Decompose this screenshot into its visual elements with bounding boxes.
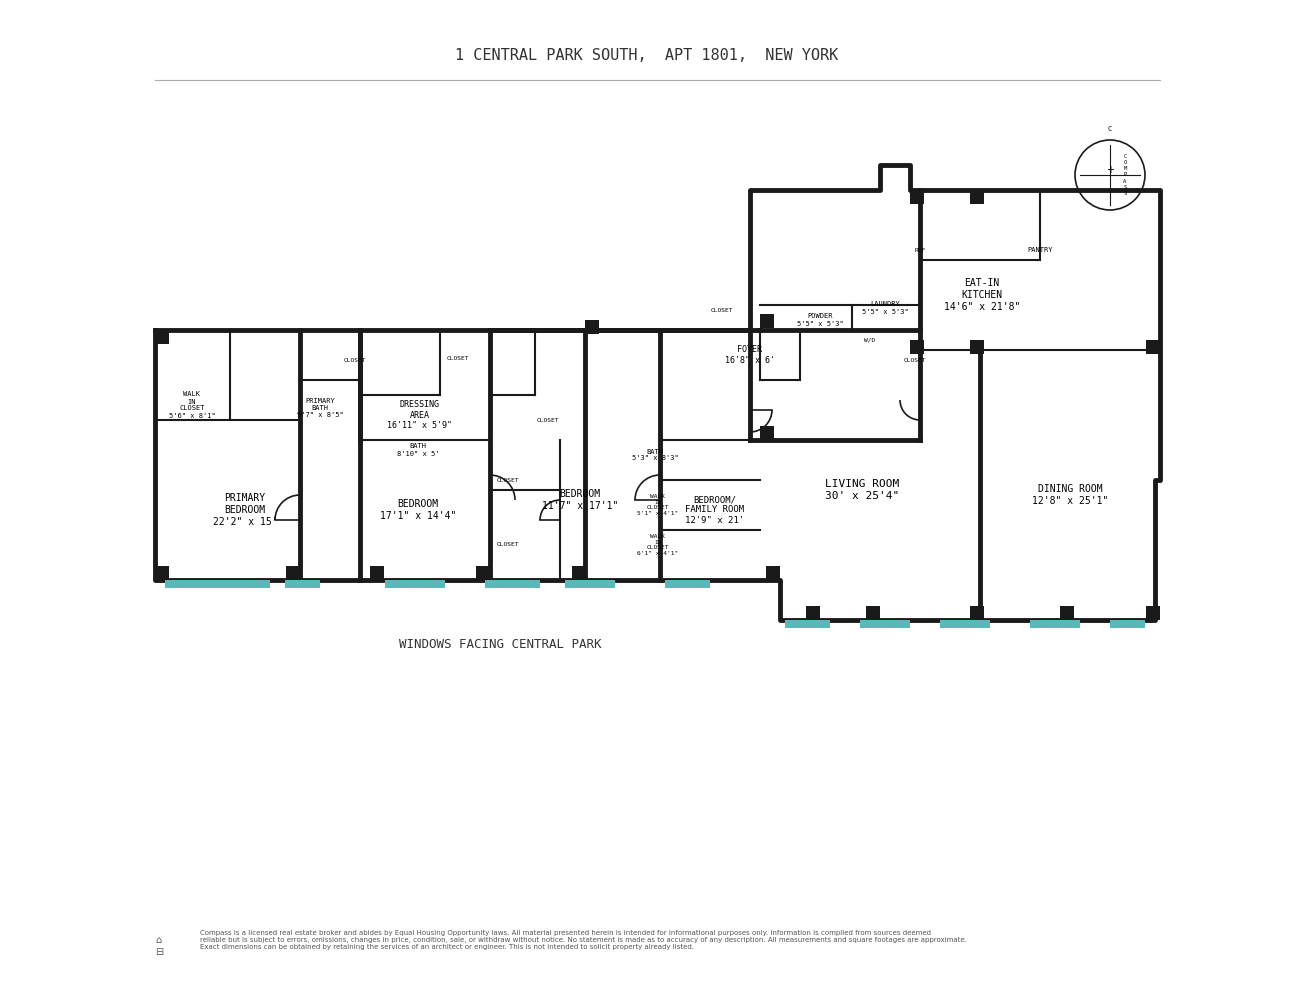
Text: C
O
M
P
A
S
S: C O M P A S S — [1123, 154, 1127, 196]
Bar — [166, 580, 239, 588]
Bar — [572, 566, 586, 580]
Text: BATH
5'3" x 8'3": BATH 5'3" x 8'3" — [631, 448, 678, 462]
Text: WALK
IN
CLOSET
5'6" x 8'1": WALK IN CLOSET 5'6" x 8'1" — [168, 391, 215, 418]
Bar — [155, 330, 170, 344]
Text: POWDER
5'5" x 5'3": POWDER 5'5" x 5'3" — [797, 314, 844, 326]
Text: BEDROOM/
FAMILY ROOM
12'9" x 21': BEDROOM/ FAMILY ROOM 12'9" x 21' — [686, 495, 744, 525]
Bar — [665, 580, 710, 588]
Bar — [939, 620, 990, 628]
Text: W/D: W/D — [864, 338, 876, 342]
Text: BEDROOM
11'7" x 17'1": BEDROOM 11'7" x 17'1" — [542, 489, 619, 511]
Text: BEDROOM
17'1" x 14'4": BEDROOM 17'1" x 14'4" — [380, 499, 457, 521]
Bar — [565, 580, 615, 588]
Text: ⌂
⊟: ⌂ ⊟ — [155, 935, 163, 957]
Text: WINDOWS FACING CENTRAL PARK: WINDOWS FACING CENTRAL PARK — [399, 639, 602, 652]
Bar — [806, 606, 820, 620]
Bar — [386, 580, 445, 588]
Bar — [1110, 620, 1145, 628]
Bar — [485, 580, 540, 588]
Bar — [1060, 606, 1074, 620]
Bar — [760, 314, 774, 328]
Text: CLOSET: CLOSET — [497, 478, 519, 483]
Bar — [370, 566, 384, 580]
Bar — [785, 620, 829, 628]
Bar — [910, 190, 924, 204]
Bar — [861, 620, 910, 628]
Text: +: + — [1106, 165, 1114, 175]
Bar — [1146, 606, 1159, 620]
Bar — [760, 426, 774, 440]
Text: FOYER
16'8" x 6': FOYER 16'8" x 6' — [725, 345, 775, 365]
Bar — [1146, 340, 1159, 354]
Bar — [970, 340, 983, 354]
Text: WALK
IN
CLOSET
5'1" x 4'1": WALK IN CLOSET 5'1" x 4'1" — [638, 494, 678, 516]
Bar — [766, 566, 780, 580]
Text: CLOSET: CLOSET — [537, 418, 559, 422]
Text: BATH
8'10" x 5': BATH 8'10" x 5' — [397, 444, 439, 456]
Text: 1 CENTRAL PARK SOUTH,  APT 1801,  NEW YORK: 1 CENTRAL PARK SOUTH, APT 1801, NEW YORK — [455, 47, 839, 62]
Text: LIVING ROOM
30' x 25'4": LIVING ROOM 30' x 25'4" — [824, 479, 899, 501]
Text: DINING ROOM
12'8" x 25'1": DINING ROOM 12'8" x 25'1" — [1031, 484, 1108, 506]
Text: CLOSET: CLOSET — [344, 358, 366, 362]
Bar — [476, 566, 490, 580]
Text: REF: REF — [915, 247, 925, 252]
Bar — [155, 566, 170, 580]
Bar — [285, 580, 320, 588]
Text: C: C — [1108, 126, 1112, 132]
Text: EAT-IN
KITCHEN
14'6" x 21'8": EAT-IN KITCHEN 14'6" x 21'8" — [943, 278, 1020, 312]
Text: DRESSING
AREA
16'11" x 5'9": DRESSING AREA 16'11" x 5'9" — [387, 400, 453, 430]
Polygon shape — [155, 165, 1159, 620]
Text: CLOSET: CLOSET — [497, 542, 519, 548]
Text: LAUNDRY
5'5" x 5'3": LAUNDRY 5'5" x 5'3" — [862, 302, 908, 314]
Text: PANTRY: PANTRY — [1027, 247, 1053, 253]
Bar — [910, 340, 924, 354]
Bar — [1030, 620, 1080, 628]
Text: WALK
IN
CLOSET
6'1" x 4'1": WALK IN CLOSET 6'1" x 4'1" — [638, 534, 678, 556]
Text: PRIMARY
BEDROOM
22'2" x 15': PRIMARY BEDROOM 22'2" x 15' — [212, 493, 277, 527]
Text: CLOSET: CLOSET — [446, 356, 470, 360]
Bar — [230, 580, 270, 588]
Bar — [970, 606, 983, 620]
Bar — [585, 320, 599, 334]
Bar — [866, 606, 880, 620]
Text: CLOSET: CLOSET — [710, 308, 734, 312]
Bar — [970, 190, 983, 204]
Text: Compass is a licensed real estate broker and abides by Equal Housing Opportunity: Compass is a licensed real estate broker… — [201, 930, 967, 950]
Text: CLOSET: CLOSET — [903, 358, 927, 362]
Text: PRIMARY
BATH
9'7" x 8'5": PRIMARY BATH 9'7" x 8'5" — [296, 398, 343, 418]
Bar — [286, 566, 300, 580]
